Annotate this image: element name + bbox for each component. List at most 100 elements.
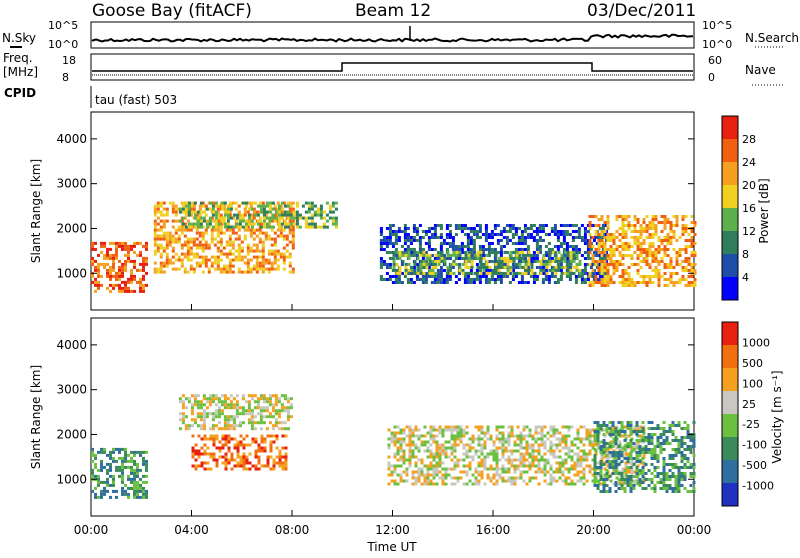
velocity-cell: [692, 439, 696, 442]
velocity-cell: [585, 455, 589, 459]
power-cell: [100, 241, 103, 245]
velocity-cell: [453, 482, 457, 486]
velocity-cell: [257, 449, 261, 453]
velocity-cell: [453, 440, 457, 444]
velocity-cell: [399, 440, 403, 444]
power-cell: [601, 275, 605, 278]
power-cell: [524, 259, 528, 263]
velocity-cell: [438, 443, 442, 447]
velocity-cell: [617, 433, 621, 436]
velocity-cell: [124, 450, 127, 454]
velocity-cell: [495, 446, 499, 450]
power-cell: [499, 245, 503, 248]
velocity-cell: [602, 490, 606, 493]
power-cell: [279, 204, 283, 208]
velocity-colorbar-tick: -500: [742, 459, 767, 472]
velocity-cell: [543, 443, 547, 447]
power-cell: [282, 228, 286, 232]
power-cell: [133, 277, 136, 281]
velocity-cell: [567, 482, 571, 486]
power-cell: [171, 201, 175, 205]
velocity-cell: [277, 412, 281, 416]
power-cell: [127, 289, 130, 293]
velocity-cell: [272, 440, 276, 444]
power-cell: [502, 272, 506, 275]
velocity-cell: [193, 418, 197, 422]
velocity-cell: [211, 397, 215, 401]
power-cell: [258, 216, 262, 220]
velocity-cell: [647, 478, 651, 481]
velocity-cell: [438, 455, 442, 459]
velocity-cell: [519, 458, 523, 462]
velocity-cell: [477, 455, 481, 459]
velocity-cell: [459, 434, 463, 438]
power-cell: [121, 262, 124, 266]
power-cell: [636, 272, 640, 275]
power-cell: [404, 265, 408, 269]
velocity-cell: [626, 445, 630, 448]
velocity-cell: [283, 394, 287, 398]
power-cell: [639, 254, 643, 257]
power-cell: [195, 228, 199, 232]
power-cell: [223, 222, 227, 226]
power-cell: [556, 278, 560, 281]
velocity-cell: [501, 464, 505, 468]
velocity-cell: [232, 403, 236, 407]
power-cell: [271, 207, 275, 211]
velocity-cell: [474, 437, 478, 441]
power-cell: [554, 271, 558, 275]
power-cell: [553, 230, 557, 233]
power-cell: [562, 236, 566, 239]
power-cell: [307, 225, 311, 229]
velocity-cell: [498, 425, 502, 429]
velocity-cell: [531, 434, 535, 438]
power-cell: [559, 269, 563, 272]
velocity-cell: [275, 446, 279, 450]
power-cell: [577, 236, 581, 239]
velocity-cell: [91, 447, 94, 451]
velocity-cell: [393, 440, 397, 444]
power-cell: [544, 269, 548, 272]
velocity-cell: [265, 397, 269, 401]
velocity-cell: [289, 406, 293, 410]
power-cell: [205, 207, 209, 211]
velocity-cell: [103, 450, 106, 454]
velocity-cell: [596, 439, 600, 442]
velocity-cell: [184, 415, 188, 419]
velocity-cell: [561, 461, 565, 465]
power-cell: [514, 233, 518, 236]
velocity-cell: [671, 490, 675, 493]
power-cell: [550, 248, 554, 251]
velocity-cell: [480, 431, 484, 435]
power-cell: [231, 231, 235, 235]
velocity-cell: [217, 427, 221, 431]
velocity-cell: [462, 443, 466, 447]
velocity-cell: [576, 434, 580, 438]
power-cell: [583, 266, 587, 269]
power-cell: [228, 201, 232, 205]
velocity-cell: [668, 442, 672, 445]
power-cell: [442, 254, 446, 257]
power-cell: [633, 239, 637, 242]
power-cell: [252, 210, 256, 214]
velocity-cell: [269, 467, 273, 471]
velocity-cell: [573, 452, 577, 456]
power-cell: [479, 265, 483, 269]
power-cell: [97, 286, 100, 290]
velocity-cell: [644, 451, 648, 454]
velocity-cell: [139, 483, 142, 487]
power-cell: [184, 207, 188, 211]
power-cell: [208, 216, 212, 220]
power-cell: [615, 215, 619, 218]
power-cell: [159, 210, 163, 214]
velocity-cell: [109, 495, 112, 499]
velocity-cell: [492, 449, 496, 453]
power-cell: [693, 233, 697, 236]
velocity-cell: [623, 457, 627, 460]
power-cell: [153, 207, 157, 211]
velocity-cell: [647, 442, 651, 445]
velocity-cell: [91, 453, 94, 457]
power-cell: [606, 281, 610, 284]
power-cell: [249, 231, 253, 235]
velocity-cell: [579, 476, 583, 480]
